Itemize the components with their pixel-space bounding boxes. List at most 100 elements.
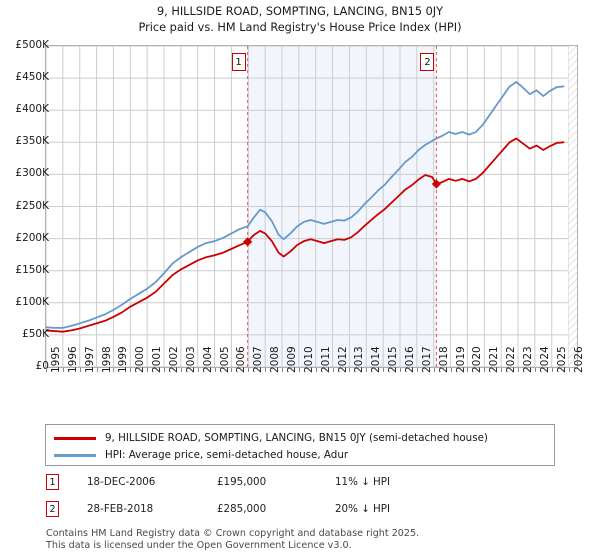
x-axis-tick-label: 2020 (471, 346, 484, 373)
event-flag-2[interactable]: 2 (420, 53, 435, 71)
x-axis-tick-label: 2013 (353, 346, 366, 373)
x-axis-tick (197, 368, 199, 372)
x-axis-tick (265, 368, 267, 372)
x-axis-tick-label: 2009 (286, 346, 298, 373)
y-axis-tick-label: £250K (15, 199, 49, 212)
y-axis-tick-label: £350K (15, 135, 49, 148)
x-axis-tick-label: 2025 (555, 346, 568, 373)
x-axis-tick-label: 1995 (50, 346, 62, 373)
plot-area (46, 46, 577, 367)
x-axis-tick (79, 368, 81, 372)
x-axis-tick-label: 1997 (83, 346, 96, 373)
x-axis-tick (366, 368, 368, 372)
x-axis-tick-label: 2001 (151, 346, 164, 373)
table-row[interactable]: 2 28-FEB-2018 £285,000 20% ↓ HPI (45, 500, 565, 522)
x-axis-tick-label: 2007 (252, 346, 265, 373)
legend-color-swatch-property (54, 436, 96, 440)
x-axis-tick (501, 368, 503, 372)
x-axis-tick-label: 2006 (235, 346, 248, 373)
x-axis-tick-label: 2011 (319, 346, 332, 373)
x-axis-tick (46, 368, 47, 372)
x-axis-tick-label: 2003 (184, 346, 197, 373)
price-history-chart (45, 45, 578, 368)
legend-color-swatch-hpi (54, 453, 96, 457)
y-axis-tick-label: £50K (22, 327, 49, 340)
page-title: 9, HILLSIDE ROAD, SOMPTING, LANCING, BN1… (0, 4, 600, 36)
x-axis-tick (484, 368, 486, 372)
x-axis-tick-label: 2019 (454, 346, 467, 373)
y-axis-tick-label: £200K (15, 231, 49, 244)
x-axis-tick (568, 368, 570, 372)
x-axis-tick-label: 2015 (387, 346, 400, 373)
x-axis-tick-label: 1996 (66, 346, 79, 373)
x-axis-tick-label: 2002 (168, 346, 180, 373)
table-row[interactable]: 1 18-DEC-2006 £195,000 11% ↓ HPI (45, 473, 565, 495)
y-axis-tick-label: £0 (35, 360, 49, 372)
footer-line-1: Contains HM Land Registry data © Crown c… (46, 528, 420, 539)
x-axis-tick (147, 368, 149, 372)
x-axis-tick (349, 368, 351, 372)
txn-date-1: 18-DEC-2006 (87, 476, 156, 488)
title-line-1: 9, HILLSIDE ROAD, SOMPTING, LANCING, BN1… (156, 5, 444, 18)
y-axis-tick-label: £400K (15, 103, 49, 116)
x-axis-tick (62, 368, 64, 372)
x-axis-tick-label: 1999 (117, 346, 130, 373)
x-axis-tick (534, 368, 536, 372)
txn-date-2: 28-FEB-2018 (87, 503, 154, 515)
x-axis-tick (450, 368, 452, 372)
x-axis-tick-label: 2026 (572, 346, 585, 373)
title-line-2: Price paid vs. HM Land Registry's House … (138, 21, 462, 34)
footer-attribution: Contains HM Land Registry data © Crown c… (46, 528, 586, 551)
y-axis-tick-label: £500K (15, 39, 49, 51)
footer-line-2: This data is licensed under the Open Gov… (46, 539, 352, 551)
x-axis-tick-label: 2024 (538, 346, 551, 373)
legend-label-hpi: HPI: Average price, semi-detached house,… (105, 449, 349, 461)
x-axis-tick (400, 368, 401, 372)
x-axis-tick-label: 2017 (420, 346, 433, 373)
y-axis-tick-label: £300K (15, 167, 49, 180)
legend-item-property: 9, HILLSIDE ROAD, SOMPTING, LANCING, BN1… (54, 432, 488, 444)
y-axis-tick-label: £450K (15, 71, 49, 84)
x-axis-tick (315, 368, 317, 372)
x-axis-tick (518, 368, 519, 372)
x-axis-tick-label: 2004 (201, 346, 214, 373)
x-axis-tick-label: 2010 (302, 346, 315, 373)
x-axis-tick (130, 368, 132, 372)
x-axis-tick-label: 2008 (269, 346, 282, 373)
x-axis-tick-label: 2022 (505, 346, 518, 373)
x-axis-tick (298, 368, 300, 372)
txn-hpi-delta-1: 11% ↓ HPI (335, 476, 391, 488)
x-axis-tick (332, 368, 334, 372)
x-axis-tick-label: 2005 (218, 346, 231, 373)
legend-item-hpi: HPI: Average price, semi-detached house,… (54, 449, 348, 461)
x-axis-tick (467, 368, 469, 372)
x-axis-tick-label: 1998 (100, 346, 113, 373)
event-flag-1[interactable]: 1 (231, 53, 246, 71)
legend-label-property: 9, HILLSIDE ROAD, SOMPTING, LANCING, BN1… (105, 432, 488, 444)
x-axis-tick-label: 2000 (134, 346, 147, 373)
x-axis-tick-label: 2012 (336, 346, 349, 373)
x-axis-tick (180, 368, 182, 372)
x-axis-tick (416, 368, 418, 372)
x-axis-tick (383, 368, 385, 372)
txn-price-2: £285,000 (217, 503, 267, 515)
x-axis-tick (248, 368, 250, 372)
txn-price-1: £195,000 (217, 476, 267, 488)
y-axis-tick-label: £100K (15, 295, 49, 308)
chart-legend: 9, HILLSIDE ROAD, SOMPTING, LANCING, BN1… (45, 424, 555, 466)
x-axis-tick-label: 2014 (370, 346, 383, 373)
x-axis-tick-label: 2016 (404, 346, 416, 373)
x-axis-tick (433, 368, 435, 372)
x-axis-tick (231, 368, 233, 372)
txn-marker-number-1: 1 (46, 474, 59, 490)
x-axis-tick (214, 368, 216, 372)
x-axis-tick-label: 2023 (522, 346, 534, 373)
y-axis-tick-label: £150K (15, 263, 49, 276)
x-axis-tick-label: 2018 (437, 346, 450, 373)
chart-svg (46, 46, 577, 367)
x-axis-tick (282, 368, 283, 372)
txn-hpi-delta-2: 20% ↓ HPI (335, 503, 391, 515)
x-axis-tick (164, 368, 165, 372)
x-axis-tick (96, 368, 98, 372)
x-axis-tick (113, 368, 115, 372)
